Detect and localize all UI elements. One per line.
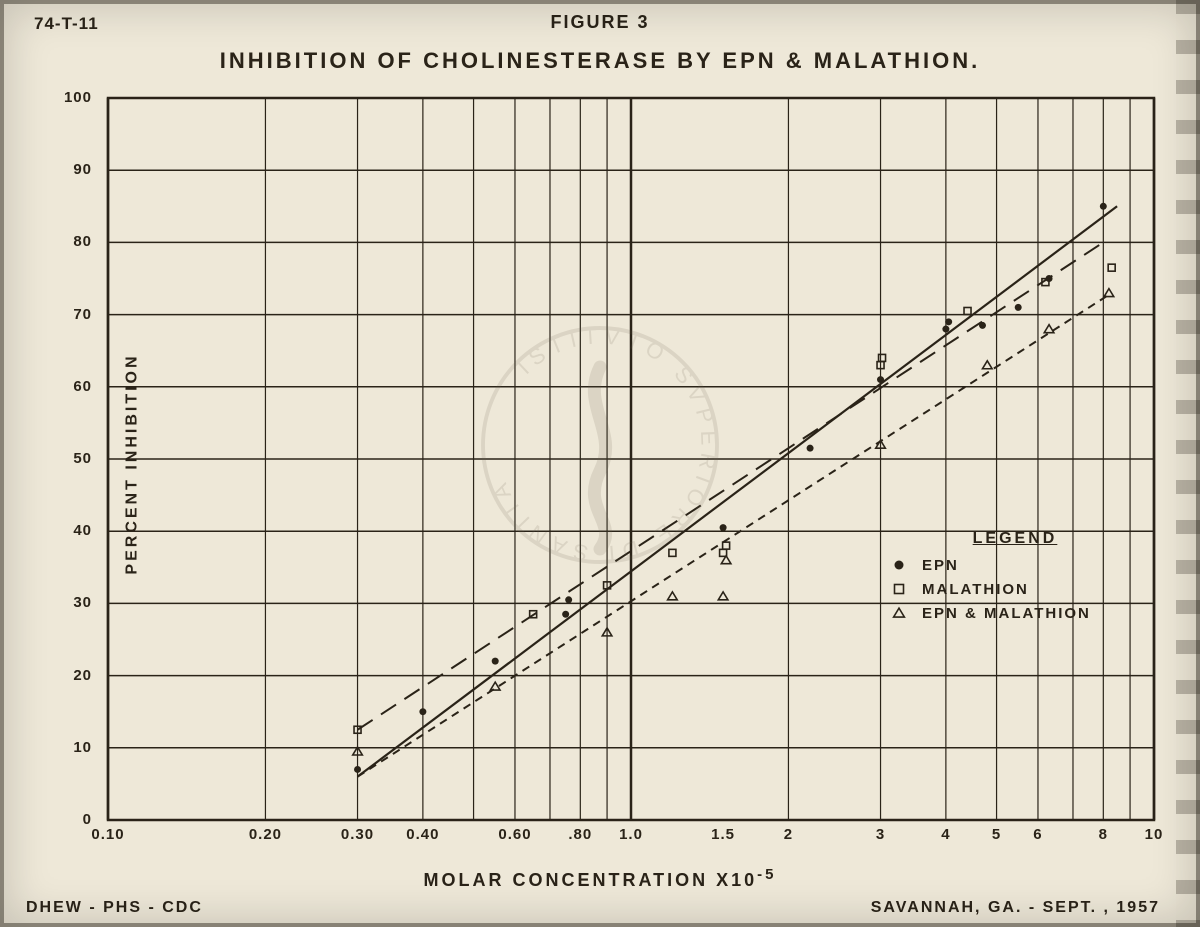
legend-label: MALATHION [922, 581, 1140, 598]
y-tick-label: 20 [32, 667, 92, 684]
x-tick-label: 10 [1124, 826, 1184, 843]
x-tick-label: 0.20 [235, 826, 295, 843]
y-tick-label: 30 [32, 594, 92, 611]
x-tick-label: 0.10 [78, 826, 138, 843]
y-tick-label: 50 [32, 450, 92, 467]
triangle-icon [890, 604, 908, 622]
y-tick-label: 80 [32, 233, 92, 250]
plot-area [100, 90, 1162, 860]
legend-item: EPN [890, 556, 1140, 574]
y-tick-label: 90 [32, 161, 92, 178]
chart-title: INHIBITION OF CHOLINESTERASE BY EPN & MA… [0, 48, 1200, 74]
x-tick-label: 1.5 [693, 826, 753, 843]
y-tick-label: 100 [32, 89, 92, 106]
legend-item: MALATHION [890, 580, 1140, 598]
plot-svg [100, 90, 1162, 860]
footer-right: SAVANNAH, GA. - SEPT. , 1957 [871, 899, 1160, 917]
figure-label: FIGURE 3 [0, 12, 1200, 33]
x-axis-label-text: MOLAR CONCENTRATION X10 [423, 870, 757, 890]
x-tick-label: 2 [758, 826, 818, 843]
legend-label: EPN & MALATHION [922, 605, 1140, 622]
x-tick-label: 0.40 [393, 826, 453, 843]
x-tick-label: 1.0 [601, 826, 661, 843]
x-tick-label: 0.60 [485, 826, 545, 843]
x-tick-label: 6 [1008, 826, 1068, 843]
y-tick-label: 10 [32, 739, 92, 756]
y-tick-label: 40 [32, 522, 92, 539]
square-icon [890, 580, 908, 598]
dot-icon [890, 556, 908, 574]
x-tick-label: 0.30 [328, 826, 388, 843]
y-tick-label: 60 [32, 378, 92, 395]
legend-title: LEGEND [890, 530, 1140, 548]
film-edge [1176, 0, 1200, 927]
x-axis-label-sup: -5 [757, 866, 776, 883]
x-tick-label: 3 [851, 826, 911, 843]
page: 74-T-11 FIGURE 3 INHIBITION OF CHOLINEST… [0, 0, 1200, 927]
footer-left: DHEW - PHS - CDC [26, 899, 203, 917]
y-tick-label: 70 [32, 306, 92, 323]
legend: LEGEND EPN MALATHION EPN & MALATHION [890, 530, 1140, 628]
legend-item: EPN & MALATHION [890, 604, 1140, 622]
x-axis-label: MOLAR CONCENTRATION X10-5 [0, 866, 1200, 891]
legend-label: EPN [922, 557, 1140, 574]
